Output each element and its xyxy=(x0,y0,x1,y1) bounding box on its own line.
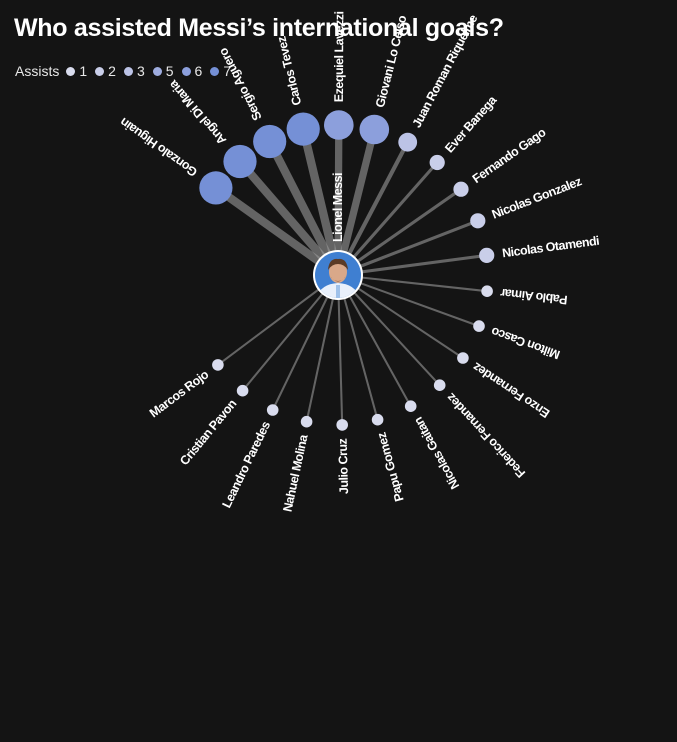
legend-item-3: 3 xyxy=(123,63,145,79)
node-label-fernando-gago: Fernando Gago xyxy=(470,125,549,186)
node-label-enzo-fernandez: Enzo Fernandez xyxy=(470,360,552,421)
node-label-ever-banega: Ever Banega xyxy=(442,92,500,155)
node-nicolas-gaitan xyxy=(404,400,417,413)
node-pablo-aimar xyxy=(481,285,493,298)
node-label-giovani-lo-celso: Giovani Lo Celso xyxy=(373,13,410,109)
node-label-juan-roman-riquelme: Juan Roman Riquelme xyxy=(410,12,481,130)
node-giovani-lo-celso xyxy=(359,114,390,145)
legend-dot-icon xyxy=(95,66,105,76)
legend-dot-icon xyxy=(210,66,220,76)
node-milton-casco xyxy=(473,320,485,332)
legend-item-7: 7 xyxy=(210,63,231,79)
legend-item-1: 1 xyxy=(66,63,87,79)
node-label-pablo-aimar: Pablo Aimar xyxy=(499,286,568,307)
node-leandro-paredes xyxy=(266,404,279,416)
node-federico-fernandez xyxy=(433,379,446,392)
node-label-sergio-aguero: Sergio Aguero xyxy=(216,45,265,123)
link-papu-gomez xyxy=(336,273,379,421)
node-nicolas-gonzalez xyxy=(470,213,486,229)
node-label-nahuel-molina: Nahuel Molina xyxy=(280,432,310,513)
legend-dot-icon xyxy=(123,66,133,76)
node-label-marcos-rojo: Marcos Rojo xyxy=(147,367,212,420)
link-marcos-rojo xyxy=(216,273,340,366)
node-carlos-tevez xyxy=(286,112,320,146)
legend-label: 2 xyxy=(108,63,116,79)
node-sergio-aguero xyxy=(253,124,287,159)
legend: Assists 1 2 3 5 6 7 xyxy=(15,62,239,80)
node-gonzalo-higuain xyxy=(199,171,233,205)
node-label-cristian-pavon: Cristian Pavon xyxy=(177,397,239,468)
node-nicolas-otamendi xyxy=(479,247,495,263)
node-julio-cruz xyxy=(336,419,349,431)
link-nahuel-molina xyxy=(305,273,340,423)
legend-item-6: 6 xyxy=(181,63,203,79)
legend-item-5: 5 xyxy=(152,63,174,79)
node-label-nicolas-gaitan: Nicolas Gaitan xyxy=(411,415,462,492)
node-label-ezequiel-lavezzi: Ezequiel Lavezzi xyxy=(332,11,346,102)
node-juan-roman-riquelme xyxy=(398,132,418,152)
node-marcos-rojo xyxy=(212,359,224,371)
node-label-papu-gomez: Papu Gomez xyxy=(374,431,406,503)
legend-title: Assists xyxy=(15,63,60,79)
node-papu-gomez xyxy=(371,413,384,426)
node-cristian-pavon xyxy=(236,384,249,397)
node-ezequiel-lavezzi xyxy=(324,110,354,140)
avatar xyxy=(315,252,361,298)
node-label-julio-cruz: Julio Cruz xyxy=(336,438,352,494)
legend-dot-icon xyxy=(66,66,76,76)
chart-title: Who assisted Messi’s international goals… xyxy=(14,14,504,42)
node-angel-di-maria xyxy=(223,144,257,179)
node-label-nicolas-gonzalez: Nicolas Gonzalez xyxy=(490,174,584,221)
legend-label: 5 xyxy=(165,63,174,79)
node-label-angel-di-maria: Angel Di Maria xyxy=(165,77,229,148)
node-label-carlos-tevez: Carlos Tevez xyxy=(274,35,304,107)
center-node: Lionel Messi xyxy=(313,173,363,300)
node-label-milton-casco: Milton Casco xyxy=(489,324,562,362)
node-fernando-gago xyxy=(453,181,469,197)
legend-label: 1 xyxy=(79,63,88,79)
node-nahuel-molina xyxy=(300,415,313,428)
legend-label: 3 xyxy=(136,63,145,79)
link-ezequiel-lavezzi xyxy=(334,121,343,279)
legend-label: 7 xyxy=(223,63,232,79)
legend-dot-icon xyxy=(181,66,191,76)
node-ever-banega xyxy=(429,154,445,171)
center-label: Lionel Messi xyxy=(331,173,345,242)
legend-label: 6 xyxy=(194,63,203,79)
node-label-gonzalo-higuain: Gonzalo Higuain xyxy=(118,115,200,179)
legend-item-2: 2 xyxy=(95,63,116,79)
legend-dot-icon xyxy=(152,66,162,76)
node-label-federico-fernandez: Federico Fernandez xyxy=(444,390,528,480)
node-enzo-fernandez xyxy=(457,352,469,364)
node-label-leandro-paredes: Leandro Paredes xyxy=(220,419,274,510)
node-layer xyxy=(199,110,495,431)
node-label-nicolas-otamendi: Nicolas Otamendi xyxy=(501,234,600,261)
